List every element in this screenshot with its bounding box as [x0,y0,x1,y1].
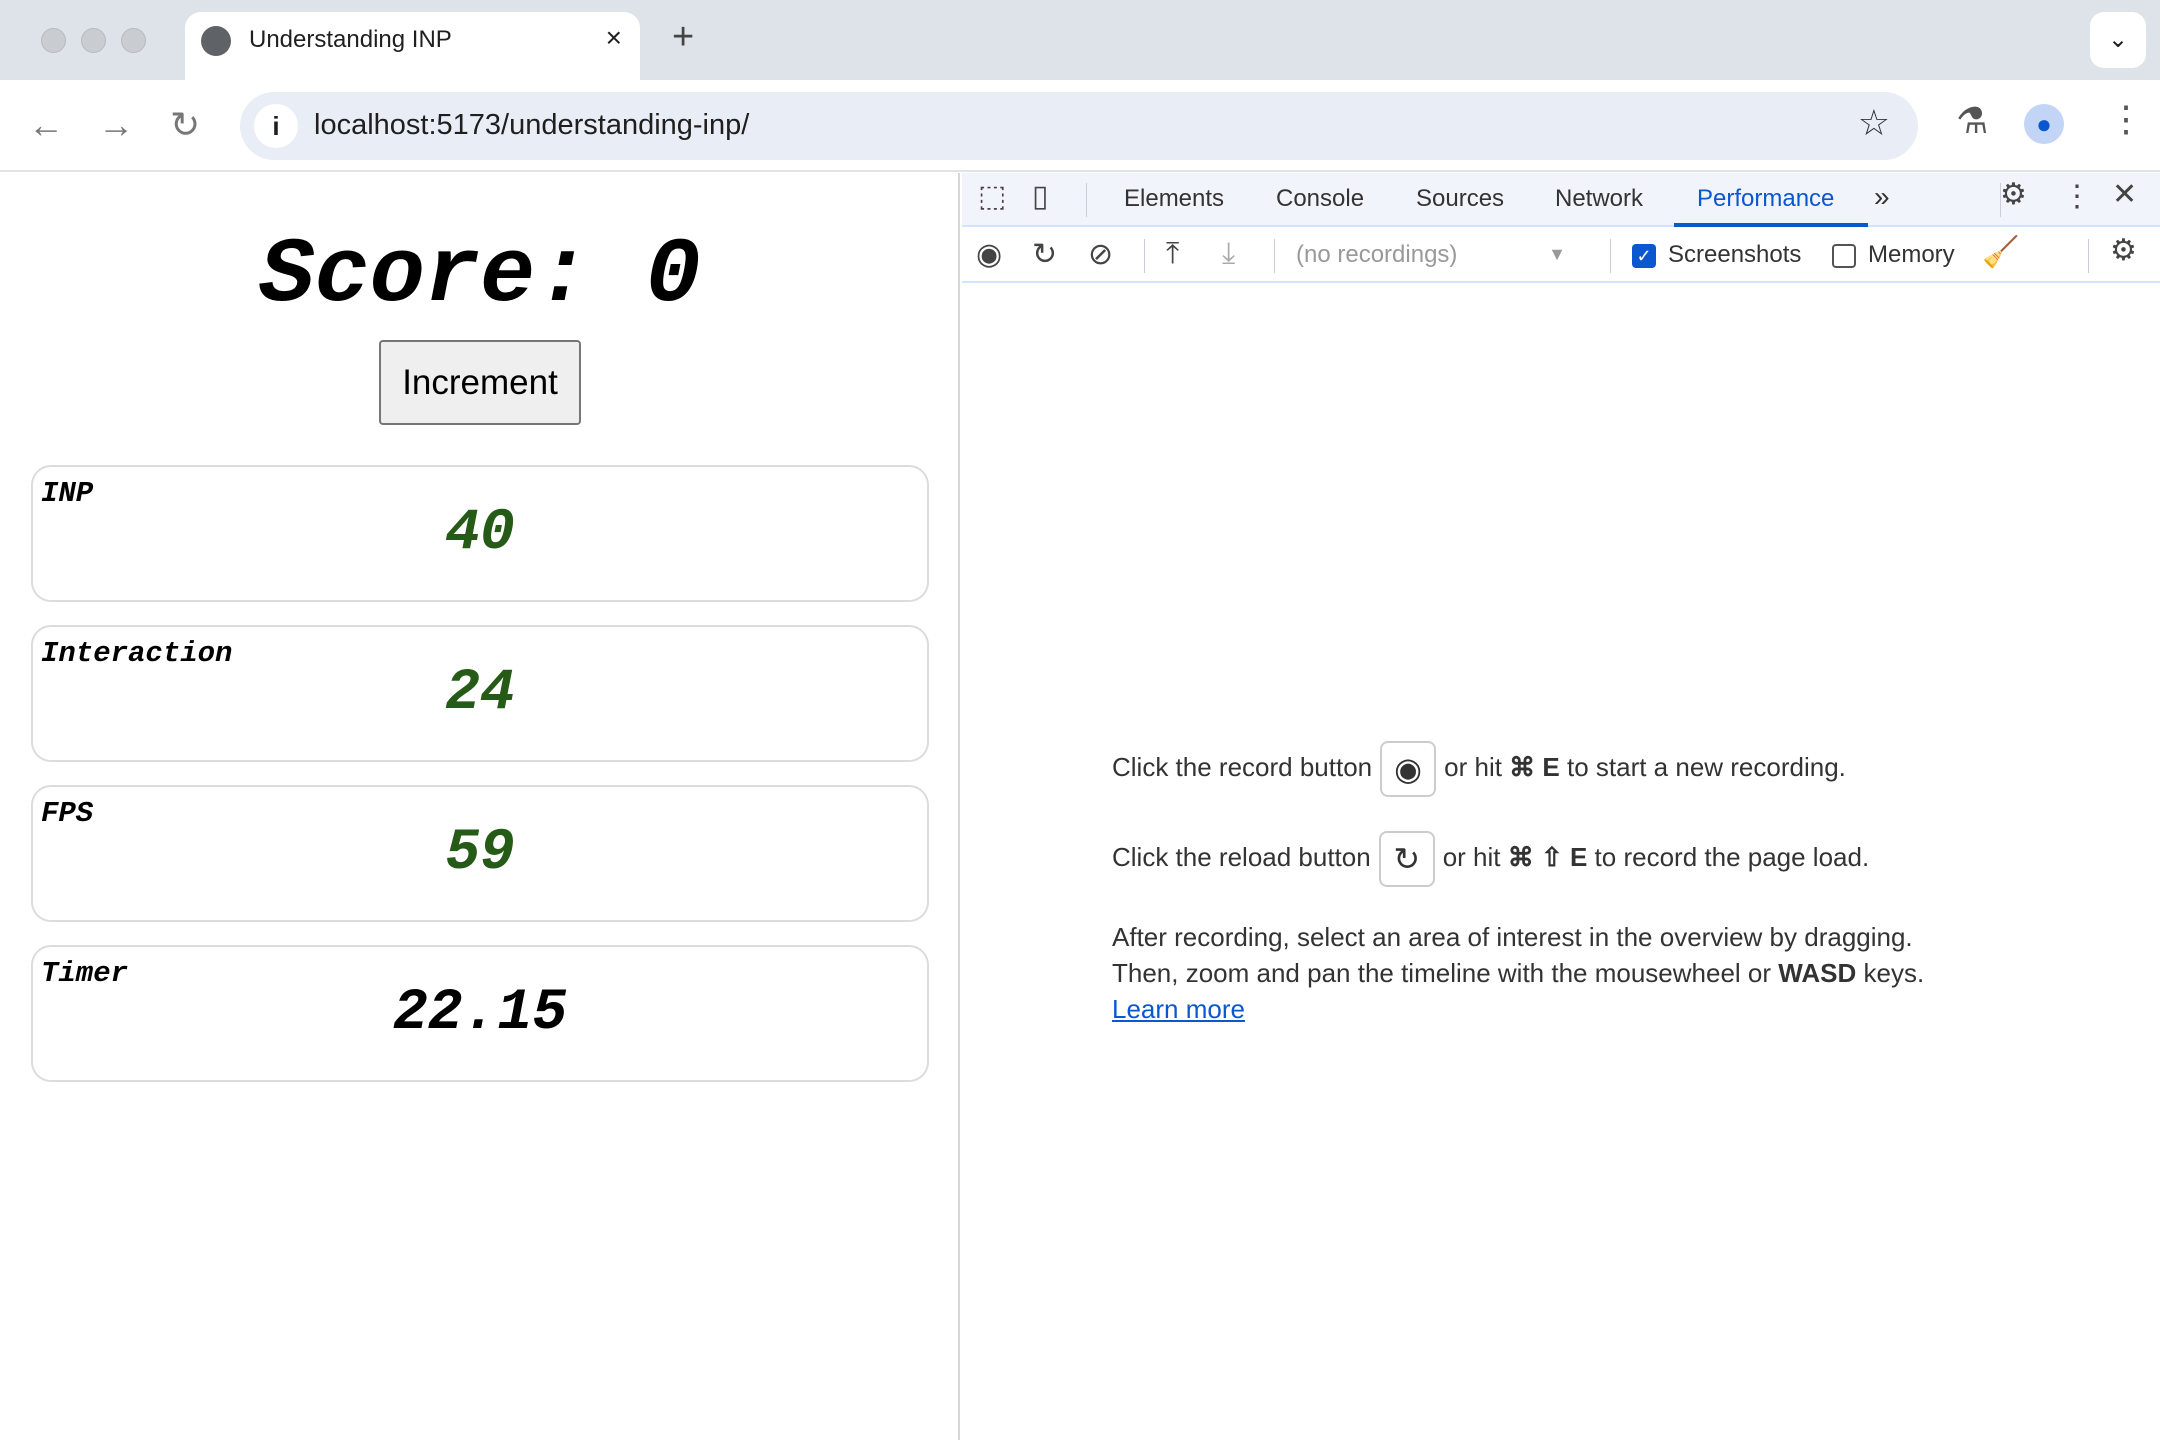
new-tab-button[interactable]: + [672,16,695,58]
card-label: Interaction [41,637,233,670]
tab-strip: Understanding INP × + ⌄ [0,0,2160,80]
reload-icon[interactable]: ↻ [170,104,201,145]
memory-checkbox[interactable] [1832,244,1856,268]
browser-toolbar: ← → ↻ i localhost:5173/understanding-inp… [0,80,2160,172]
url-text[interactable]: localhost:5173/understanding-inp/ [314,109,750,141]
settings-gear-icon[interactable]: ⚙ [2000,178,2027,211]
divider [2088,239,2089,273]
divider [1274,239,1275,273]
forward-arrow-icon[interactable]: → [98,104,134,145]
window-minimize-button[interactable] [81,28,106,53]
divider [1610,239,1611,273]
active-tab-indicator [1674,223,1868,227]
interaction-card: Interaction 24 [31,625,929,762]
instruction-text: Click the record button [1112,751,1373,782]
increment-button[interactable]: Increment [379,340,581,425]
tab-close-icon[interactable]: × [605,22,622,53]
browser-tab[interactable]: Understanding INP × [185,12,640,80]
instruction-text: or hit [1442,841,1508,872]
close-devtools-icon[interactable]: ✕ [2112,178,2138,211]
reload-button-inline[interactable]: ↻ [1378,831,1435,887]
more-options-icon[interactable]: ⋮ [2062,180,2092,213]
globe-icon [201,26,231,56]
clear-icon[interactable]: ⊘ [1088,238,1114,271]
tab-search-chevron-icon[interactable]: ⌄ [2090,12,2146,68]
window-close-button[interactable] [41,28,66,53]
tab-title: Understanding INP [249,26,452,53]
bookmark-star-icon[interactable]: ☆ [1857,102,1890,143]
labs-flask-icon[interactable]: ⚗ [1956,100,1989,141]
timer-card: Timer 22.15 [31,945,929,1082]
device-toolbar-icon[interactable]: ▯ [1032,180,1049,213]
score-heading: Score: 0 [259,223,701,328]
record-instruction: Click the record button ◉ or hit ⌘ E to st… [1112,741,1846,797]
site-info-icon[interactable]: i [254,104,298,148]
garbage-collect-broom-icon[interactable]: 🧹 [1982,236,2020,269]
after-recording-instruction: After recording, select an area of inter… [1112,919,1924,1027]
card-value: 40 [445,501,515,566]
back-arrow-icon[interactable]: ← [28,104,64,145]
card-label: INP [41,477,94,510]
capture-settings-gear-icon[interactable]: ⚙ [2110,234,2137,267]
dropdown-arrow-icon: ▼ [1548,244,1566,264]
inspect-element-icon[interactable]: ⬚ [978,180,1007,213]
browser-menu-icon[interactable]: ⋮ [2108,98,2144,139]
devtools-tab-bar: ⬚ ▯ Elements Console Sources Network Per… [962,173,2160,227]
tab-elements[interactable]: Elements [1124,185,1225,212]
tab-console[interactable]: Console [1276,185,1365,212]
recordings-select-value: (no recordings) [1296,241,1458,268]
address-bar[interactable]: i localhost:5173/understanding-inp/ ☆ [240,92,1918,160]
screenshots-checkbox[interactable]: ✓ [1632,244,1656,268]
instruction-text: to record the page load. [1587,841,1870,872]
learn-more-link[interactable]: Learn more [1112,994,1245,1024]
shortcut-key: ⌘ ⇧ E [1507,841,1588,872]
instruction-text: After recording, select an area of inter… [1112,922,1913,952]
divider [1144,239,1145,273]
performance-toolbar: ◉ ↻ ⊘ ⤒ ⤓ (no recordings) ▼ ✓ Screenshot… [962,229,2160,283]
shortcut-key: WASD [1778,958,1857,988]
divider [2000,183,2001,217]
card-value: 24 [445,661,515,726]
inp-card: INP 40 [31,465,929,602]
reload-instruction: Click the reload button ↻ or hit ⌘ ⇧ E to … [1112,831,1869,887]
record-button-inline[interactable]: ◉ [1380,741,1437,797]
more-tabs-chevron-icon[interactable]: » [1874,181,1890,212]
memory-label: Memory [1868,241,1955,268]
download-icon[interactable]: ⤓ [1222,237,1236,270]
record-icon[interactable]: ◉ [976,238,1003,271]
reload-record-icon[interactable]: ↻ [1032,238,1058,271]
card-label: FPS [41,797,94,830]
instruction-text: to start a new recording. [1559,751,1846,782]
devtools-panel: ⬚ ▯ Elements Console Sources Network Per… [962,173,2160,1440]
instruction-text: or hit [1444,751,1510,782]
fps-card: FPS 59 [31,785,929,922]
page-content: Score: 0 Increment INP 40 Interaction 24… [0,173,960,1440]
upload-icon[interactable]: ⤒ [1166,237,1180,270]
tab-performance[interactable]: Performance [1697,185,1835,212]
card-label: Timer [41,957,129,990]
screenshots-label: Screenshots [1668,241,1802,268]
window-zoom-button[interactable] [121,28,146,53]
tab-sources[interactable]: Sources [1416,185,1505,212]
card-value: 59 [445,821,515,886]
profile-avatar-icon[interactable]: ● [2024,104,2064,144]
shortcut-key: ⌘ E [1509,751,1560,782]
instruction-text: Click the reload button [1112,841,1371,872]
divider [1086,183,1087,217]
instruction-text: Then, zoom and pan the timeline with the… [1112,958,1779,988]
tab-network[interactable]: Network [1555,185,1644,212]
card-value: 22.15 [392,981,568,1046]
instruction-text: keys. [1856,958,1925,988]
recordings-select[interactable]: (no recordings) ▼ [1296,241,1566,269]
